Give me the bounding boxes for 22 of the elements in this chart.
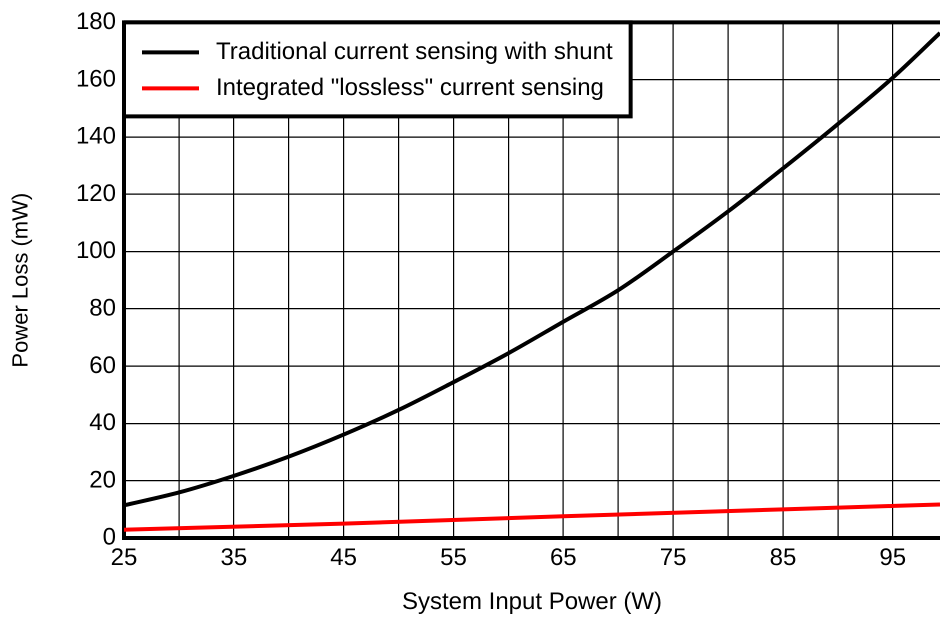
x-axis-title: System Input Power (W) — [402, 588, 662, 616]
legend-label: Traditional current sensing with shunt — [216, 38, 613, 66]
x-tick-label: 95 — [879, 544, 906, 572]
x-tick-label: 65 — [550, 544, 577, 572]
y-tick-label: 60 — [89, 352, 116, 379]
x-tick-label: 85 — [770, 544, 796, 572]
y-axis-title: Power Loss (mW) — [7, 192, 32, 368]
x-tick-label: 25 — [110, 544, 138, 572]
x-tick-label: 75 — [660, 544, 686, 572]
x-tick-label: 35 — [220, 544, 248, 572]
line-series — [124, 502, 940, 532]
legend-label: Integrated "lossless" current sensing — [216, 74, 604, 102]
y-tick-label: 160 — [76, 65, 116, 92]
y-tick-label: 140 — [76, 122, 116, 150]
y-tick-label: 40 — [89, 409, 116, 436]
y-tick-label: 120 — [76, 180, 116, 207]
x-tick-label: 55 — [440, 544, 467, 572]
x-tick-label: 45 — [330, 544, 357, 572]
y-tick-label: 100 — [76, 237, 116, 264]
y-tick-label: 20 — [89, 466, 116, 494]
y-tick-label: 180 — [76, 8, 116, 36]
y-tick-label: 80 — [89, 294, 116, 322]
